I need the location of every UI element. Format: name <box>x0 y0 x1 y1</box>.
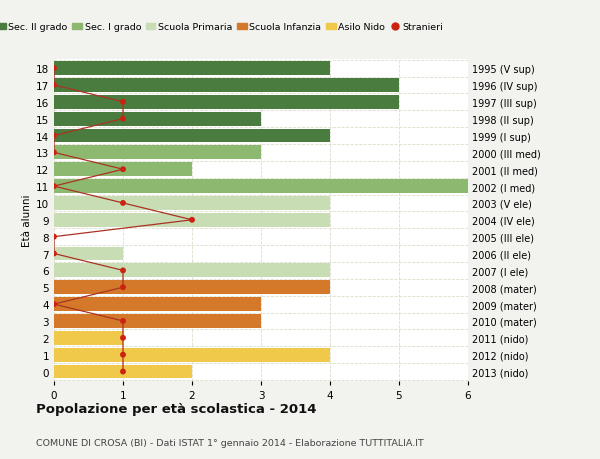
Point <box>118 318 128 325</box>
Point <box>118 368 128 375</box>
Point <box>187 217 197 224</box>
Bar <box>54 331 123 345</box>
Point <box>118 335 128 342</box>
Bar <box>54 180 488 194</box>
Bar <box>54 264 330 278</box>
Point <box>118 284 128 291</box>
Point <box>118 200 128 207</box>
Point <box>49 234 59 241</box>
Point <box>118 267 128 274</box>
Point <box>49 301 59 308</box>
Point <box>118 351 128 358</box>
Point <box>49 183 59 190</box>
Bar <box>54 163 192 177</box>
Bar <box>54 348 330 362</box>
Bar <box>54 314 261 328</box>
Bar <box>54 112 261 126</box>
Point <box>118 99 128 106</box>
Bar <box>54 297 261 311</box>
Point <box>49 133 59 140</box>
Y-axis label: Età alunni: Età alunni <box>22 194 32 246</box>
Bar <box>54 146 261 160</box>
Bar <box>54 196 330 210</box>
Bar <box>54 95 399 109</box>
Bar <box>54 281 330 295</box>
Bar <box>54 365 192 379</box>
Point <box>118 116 128 123</box>
Point <box>49 250 59 257</box>
Bar <box>54 79 399 93</box>
Point <box>118 166 128 174</box>
Bar <box>54 129 330 143</box>
Point <box>49 149 59 157</box>
Text: COMUNE DI CROSA (BI) - Dati ISTAT 1° gennaio 2014 - Elaborazione TUTTITALIA.IT: COMUNE DI CROSA (BI) - Dati ISTAT 1° gen… <box>36 438 424 448</box>
Text: Popolazione per età scolastica - 2014: Popolazione per età scolastica - 2014 <box>36 403 317 415</box>
Bar <box>54 62 330 76</box>
Legend: Sec. II grado, Sec. I grado, Scuola Primaria, Scuola Infanzia, Asilo Nido, Stran: Sec. II grado, Sec. I grado, Scuola Prim… <box>0 19 447 36</box>
Point <box>49 65 59 73</box>
Point <box>49 82 59 90</box>
Bar <box>54 213 330 227</box>
Bar <box>54 247 123 261</box>
